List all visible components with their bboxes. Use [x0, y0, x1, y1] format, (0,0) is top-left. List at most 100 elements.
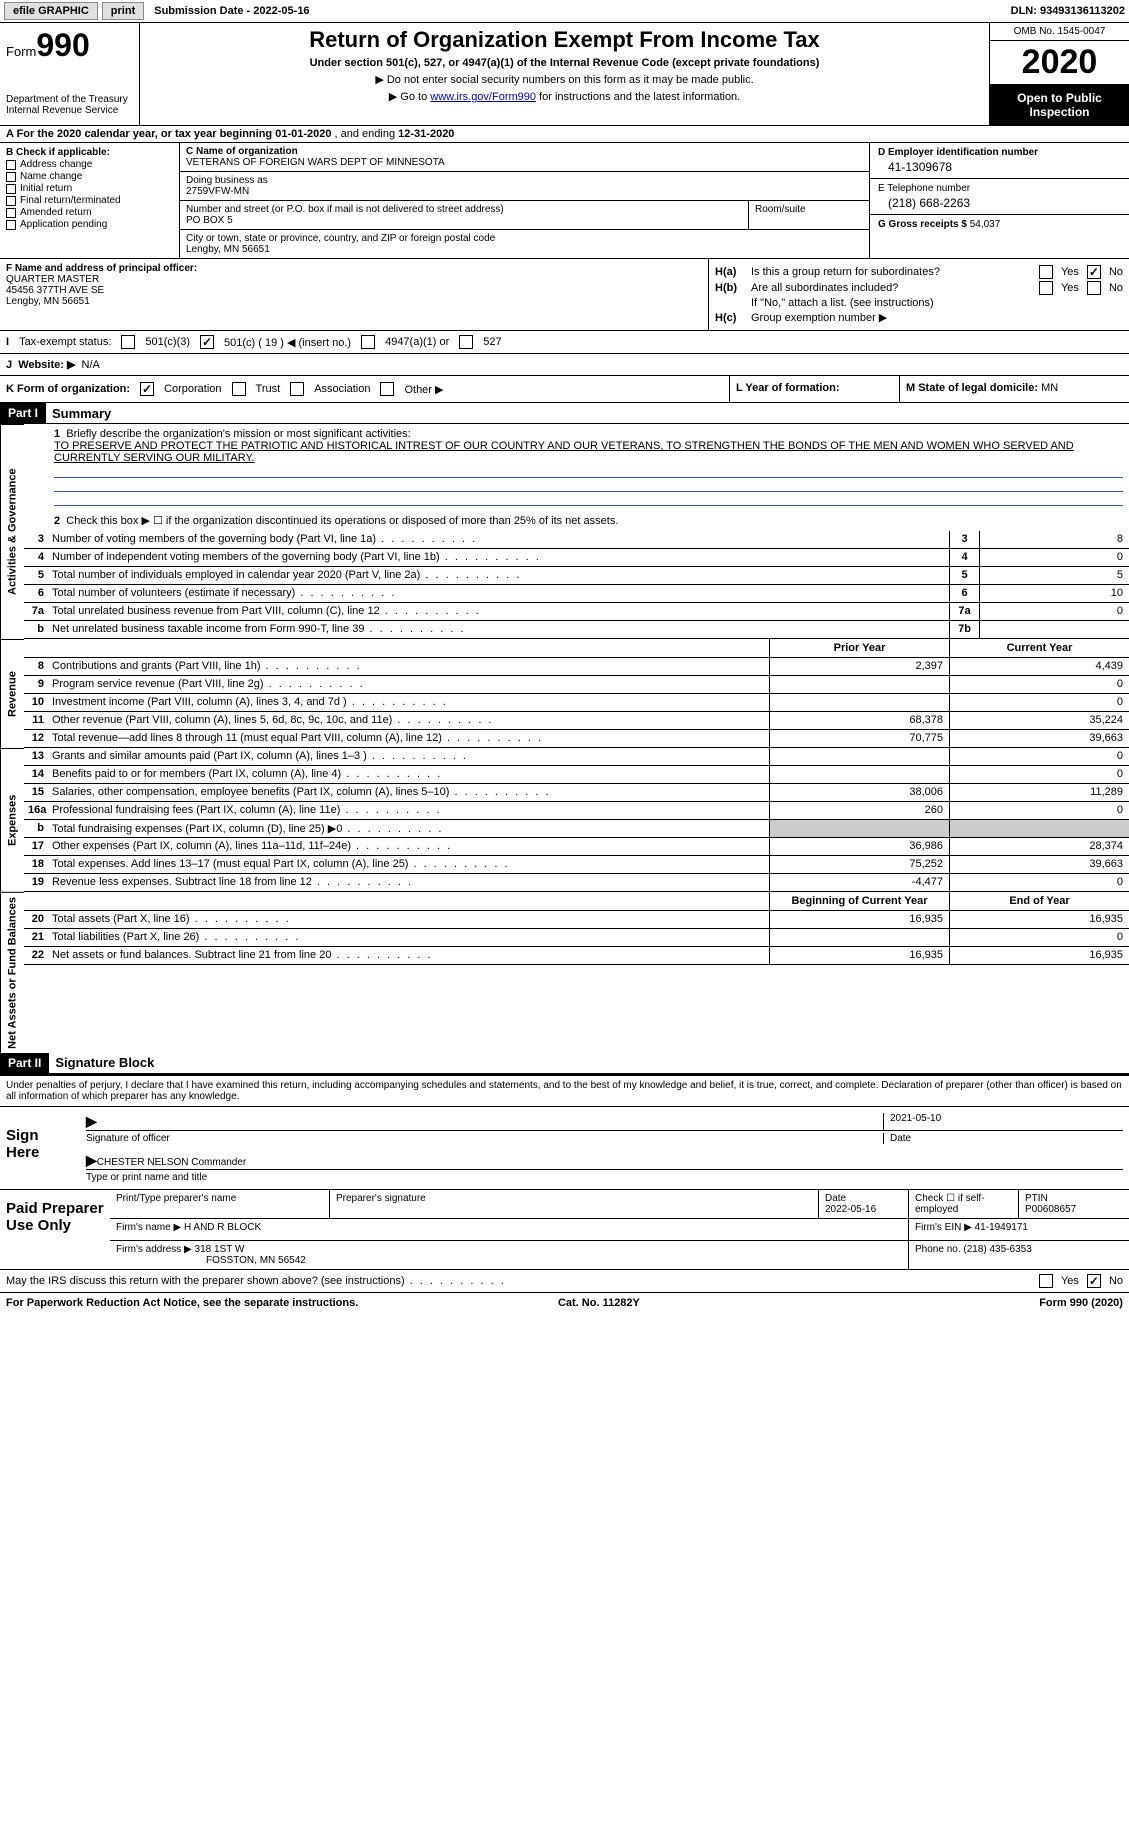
prior-current-header: Prior Year Current Year [24, 639, 1129, 658]
form-number-footer: Form 990 (2020) [1039, 1297, 1123, 1309]
website-value: N/A [82, 359, 100, 371]
form-note-2: ▶ Go to www.irs.gov/Form990 for instruct… [146, 90, 983, 103]
box-d-ein-phone: D Employer identification number 41-1309… [869, 143, 1129, 258]
sign-date: 2021-05-10 [883, 1113, 1123, 1130]
officer-city: Lengby, MN 56651 [6, 296, 702, 307]
street-address: PO BOX 5 [186, 215, 742, 226]
checkbox-ha-no[interactable]: ✓ [1087, 265, 1101, 279]
checkbox-address-change[interactable] [6, 160, 16, 170]
mission-text: TO PRESERVE AND PROTECT THE PATRIOTIC AN… [54, 440, 1074, 464]
form-title-box: Return of Organization Exempt From Incom… [140, 23, 989, 125]
footer: For Paperwork Reduction Act Notice, see … [0, 1293, 1129, 1313]
side-label-expenses: Expenses [0, 748, 24, 892]
line-5: 5Total number of individuals employed in… [24, 567, 1129, 585]
line-18: 18Total expenses. Add lines 13–17 (must … [24, 856, 1129, 874]
mission-block: 1 Briefly describe the organization's mi… [24, 424, 1129, 510]
room-suite: Room/suite [749, 201, 869, 229]
line-11: 11Other revenue (Part VIII, column (A), … [24, 712, 1129, 730]
line-2: 2 Check this box ▶ ☐ if the organization… [24, 510, 1129, 531]
line-16a: 16aProfessional fundraising fees (Part I… [24, 802, 1129, 820]
year-box: OMB No. 1545-0047 2020 Open to PublicIns… [989, 23, 1129, 125]
signature-block: Under penalties of perjury, I declare th… [0, 1074, 1129, 1313]
omb-number: OMB No. 1545-0047 [990, 23, 1129, 41]
checkbox-501c[interactable]: ✓ [200, 335, 214, 349]
officer-group-section: F Name and address of principal officer:… [0, 259, 1129, 331]
line-6: 6Total number of volunteers (estimate if… [24, 585, 1129, 603]
row-j-website: J Website: ▶ N/A [0, 354, 1129, 376]
part-2-header: Part II Signature Block [0, 1053, 1129, 1074]
checkbox-amended[interactable] [6, 208, 16, 218]
line-10: 10Investment income (Part VIII, column (… [24, 694, 1129, 712]
org-name: VETERANS OF FOREIGN WARS DEPT OF MINNESO… [186, 157, 863, 168]
officer-signed-name: CHESTER NELSON Commander [97, 1157, 246, 1168]
checkbox-discuss-no[interactable]: ✓ [1087, 1274, 1101, 1288]
line-12: 12Total revenue—add lines 8 through 11 (… [24, 730, 1129, 748]
firm-address-1: 318 1ST W [195, 1244, 245, 1255]
open-to-public: Open to PublicInspection [990, 85, 1129, 125]
row-k-form-org: K Form of organization: ✓Corporation Tru… [0, 376, 1129, 403]
phone: (218) 668-2263 [878, 196, 1121, 210]
self-employed-check[interactable]: Check ☐ if self-employed [909, 1190, 1019, 1218]
officer-street: 45456 377TH AVE SE [6, 285, 702, 296]
instructions-link[interactable]: www.irs.gov/Form990 [430, 91, 536, 103]
officer-name: QUARTER MASTER [6, 274, 702, 285]
firm-address-2: FOSSTON, MN 56542 [116, 1255, 306, 1266]
checkbox-527[interactable] [459, 335, 473, 349]
side-label-revenue: Revenue [0, 639, 24, 748]
line-20: 20Total assets (Part X, line 16) 16,9351… [24, 911, 1129, 929]
checkbox-association[interactable] [290, 382, 304, 396]
checkbox-final-return[interactable] [6, 196, 16, 206]
ein: 41-1309678 [878, 160, 1121, 174]
checkbox-app-pending[interactable] [6, 220, 16, 230]
year-formation: L Year of formation: [729, 376, 899, 402]
efile-button[interactable]: efile GRAPHIC [4, 2, 98, 20]
row-i-tax-status: I Tax-exempt status: 501(c)(3) ✓501(c) (… [0, 331, 1129, 354]
beg-end-header: Beginning of Current Year End of Year [24, 892, 1129, 911]
form-header: Form990 Department of the Treasury Inter… [0, 23, 1129, 126]
city-state-zip: Lengby, MN 56651 [186, 244, 863, 255]
line-15: 15Salaries, other compensation, employee… [24, 784, 1129, 802]
checkbox-discuss-yes[interactable] [1039, 1274, 1053, 1288]
dba-name: 2759VFW-MN [186, 186, 863, 197]
gross-receipts: 54,037 [970, 219, 1001, 230]
checkbox-name-change[interactable] [6, 172, 16, 182]
submission-date-label: Submission Date - 2022-05-16 [148, 3, 315, 19]
discuss-with-preparer: May the IRS discuss this return with the… [0, 1270, 1129, 1293]
line-14: 14Benefits paid to or for members (Part … [24, 766, 1129, 784]
print-button[interactable]: print [102, 2, 144, 20]
side-label-net-assets: Net Assets or Fund Balances [0, 892, 24, 1053]
checkbox-hb-yes[interactable] [1039, 281, 1053, 295]
checkbox-501c3[interactable] [121, 335, 135, 349]
tax-period-row: A For the 2020 calendar year, or tax yea… [0, 126, 1129, 143]
perjury-declaration: Under penalties of perjury, I declare th… [0, 1076, 1129, 1106]
line-b: bNet unrelated business taxable income f… [24, 621, 1129, 639]
sign-here-label: Sign Here [0, 1107, 80, 1189]
entity-info-section: B Check if applicable: Address change Na… [0, 143, 1129, 259]
state-domicile: M State of legal domicile: MN [899, 376, 1129, 402]
line-8: 8Contributions and grants (Part VIII, li… [24, 658, 1129, 676]
line-4: 4Number of independent voting members of… [24, 549, 1129, 567]
checkbox-4947[interactable] [361, 335, 375, 349]
box-c-name-address: C Name of organization VETERANS OF FOREI… [180, 143, 869, 258]
line-b: bTotal fundraising expenses (Part IX, co… [24, 820, 1129, 838]
firm-ein: 41-1949171 [975, 1222, 1028, 1233]
line-9: 9Program service revenue (Part VIII, lin… [24, 676, 1129, 694]
checkbox-trust[interactable] [232, 382, 246, 396]
checkbox-ha-yes[interactable] [1039, 265, 1053, 279]
line-17: 17Other expenses (Part IX, column (A), l… [24, 838, 1129, 856]
preparer-date: 2022-05-16 [825, 1204, 876, 1215]
line-13: 13Grants and similar amounts paid (Part … [24, 748, 1129, 766]
ptin: P00608657 [1025, 1204, 1076, 1215]
form-subtitle: Under section 501(c), 527, or 4947(a)(1)… [146, 57, 983, 69]
checkbox-initial-return[interactable] [6, 184, 16, 194]
line-22: 22Net assets or fund balances. Subtract … [24, 947, 1129, 965]
form-note-1: ▶ Do not enter social security numbers o… [146, 73, 983, 86]
tax-year: 2020 [990, 41, 1129, 85]
checkbox-corporation[interactable]: ✓ [140, 382, 154, 396]
line-19: 19Revenue less expenses. Subtract line 1… [24, 874, 1129, 892]
firm-name: H AND R BLOCK [184, 1222, 261, 1233]
top-bar: efile GRAPHIC print Submission Date - 20… [0, 0, 1129, 23]
line-3: 3Number of voting members of the governi… [24, 531, 1129, 549]
checkbox-hb-no[interactable] [1087, 281, 1101, 295]
checkbox-other[interactable] [380, 382, 394, 396]
